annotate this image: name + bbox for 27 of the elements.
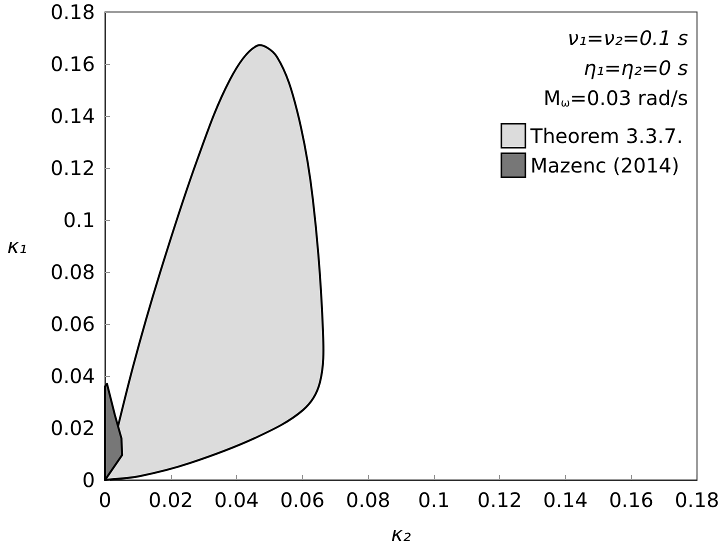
y-tick-label: 0.18	[50, 0, 95, 24]
x-tick-label: 0.16	[608, 488, 654, 512]
y-tick-label: 0.12	[50, 156, 95, 180]
x-tick-label: 0.18	[674, 488, 720, 512]
y-tick-label: 0.16	[50, 52, 95, 76]
y-tick-label: 0.1	[63, 208, 95, 232]
x-tick-label: 0.02	[148, 488, 194, 512]
legend-label: Mazenc (2014)	[530, 153, 680, 178]
x-tick-label: 0.08	[346, 488, 390, 512]
y-axis-title: κ₁	[7, 234, 27, 258]
y-tick-label: 0.14	[50, 104, 95, 128]
x-tick-label: 0	[98, 488, 112, 512]
x-tick-label: 0.12	[477, 488, 522, 512]
y-tick-label: 0.08	[50, 260, 95, 284]
x-tick-label: 0.14	[543, 488, 588, 512]
x-tick-label: 0.1	[418, 488, 450, 512]
x-axis-title: κ₂	[391, 522, 411, 546]
x-tick-label: 0.04	[214, 488, 259, 512]
legend-label: Theorem 3.3.7.	[529, 124, 683, 148]
annotation: ν₁=ν₂=0.1 s	[568, 26, 688, 50]
y-tick-label: 0.02	[50, 416, 95, 440]
y-tick-label: 0	[82, 468, 95, 492]
annotation: η₁=η₂=0 s	[584, 56, 688, 80]
y-tick-label: 0.04	[50, 364, 95, 388]
annotation: Mω=0.03 rad/s	[544, 86, 688, 110]
x-tick-label: 0.06	[280, 488, 325, 512]
y-tick-label: 0.06	[50, 312, 95, 336]
